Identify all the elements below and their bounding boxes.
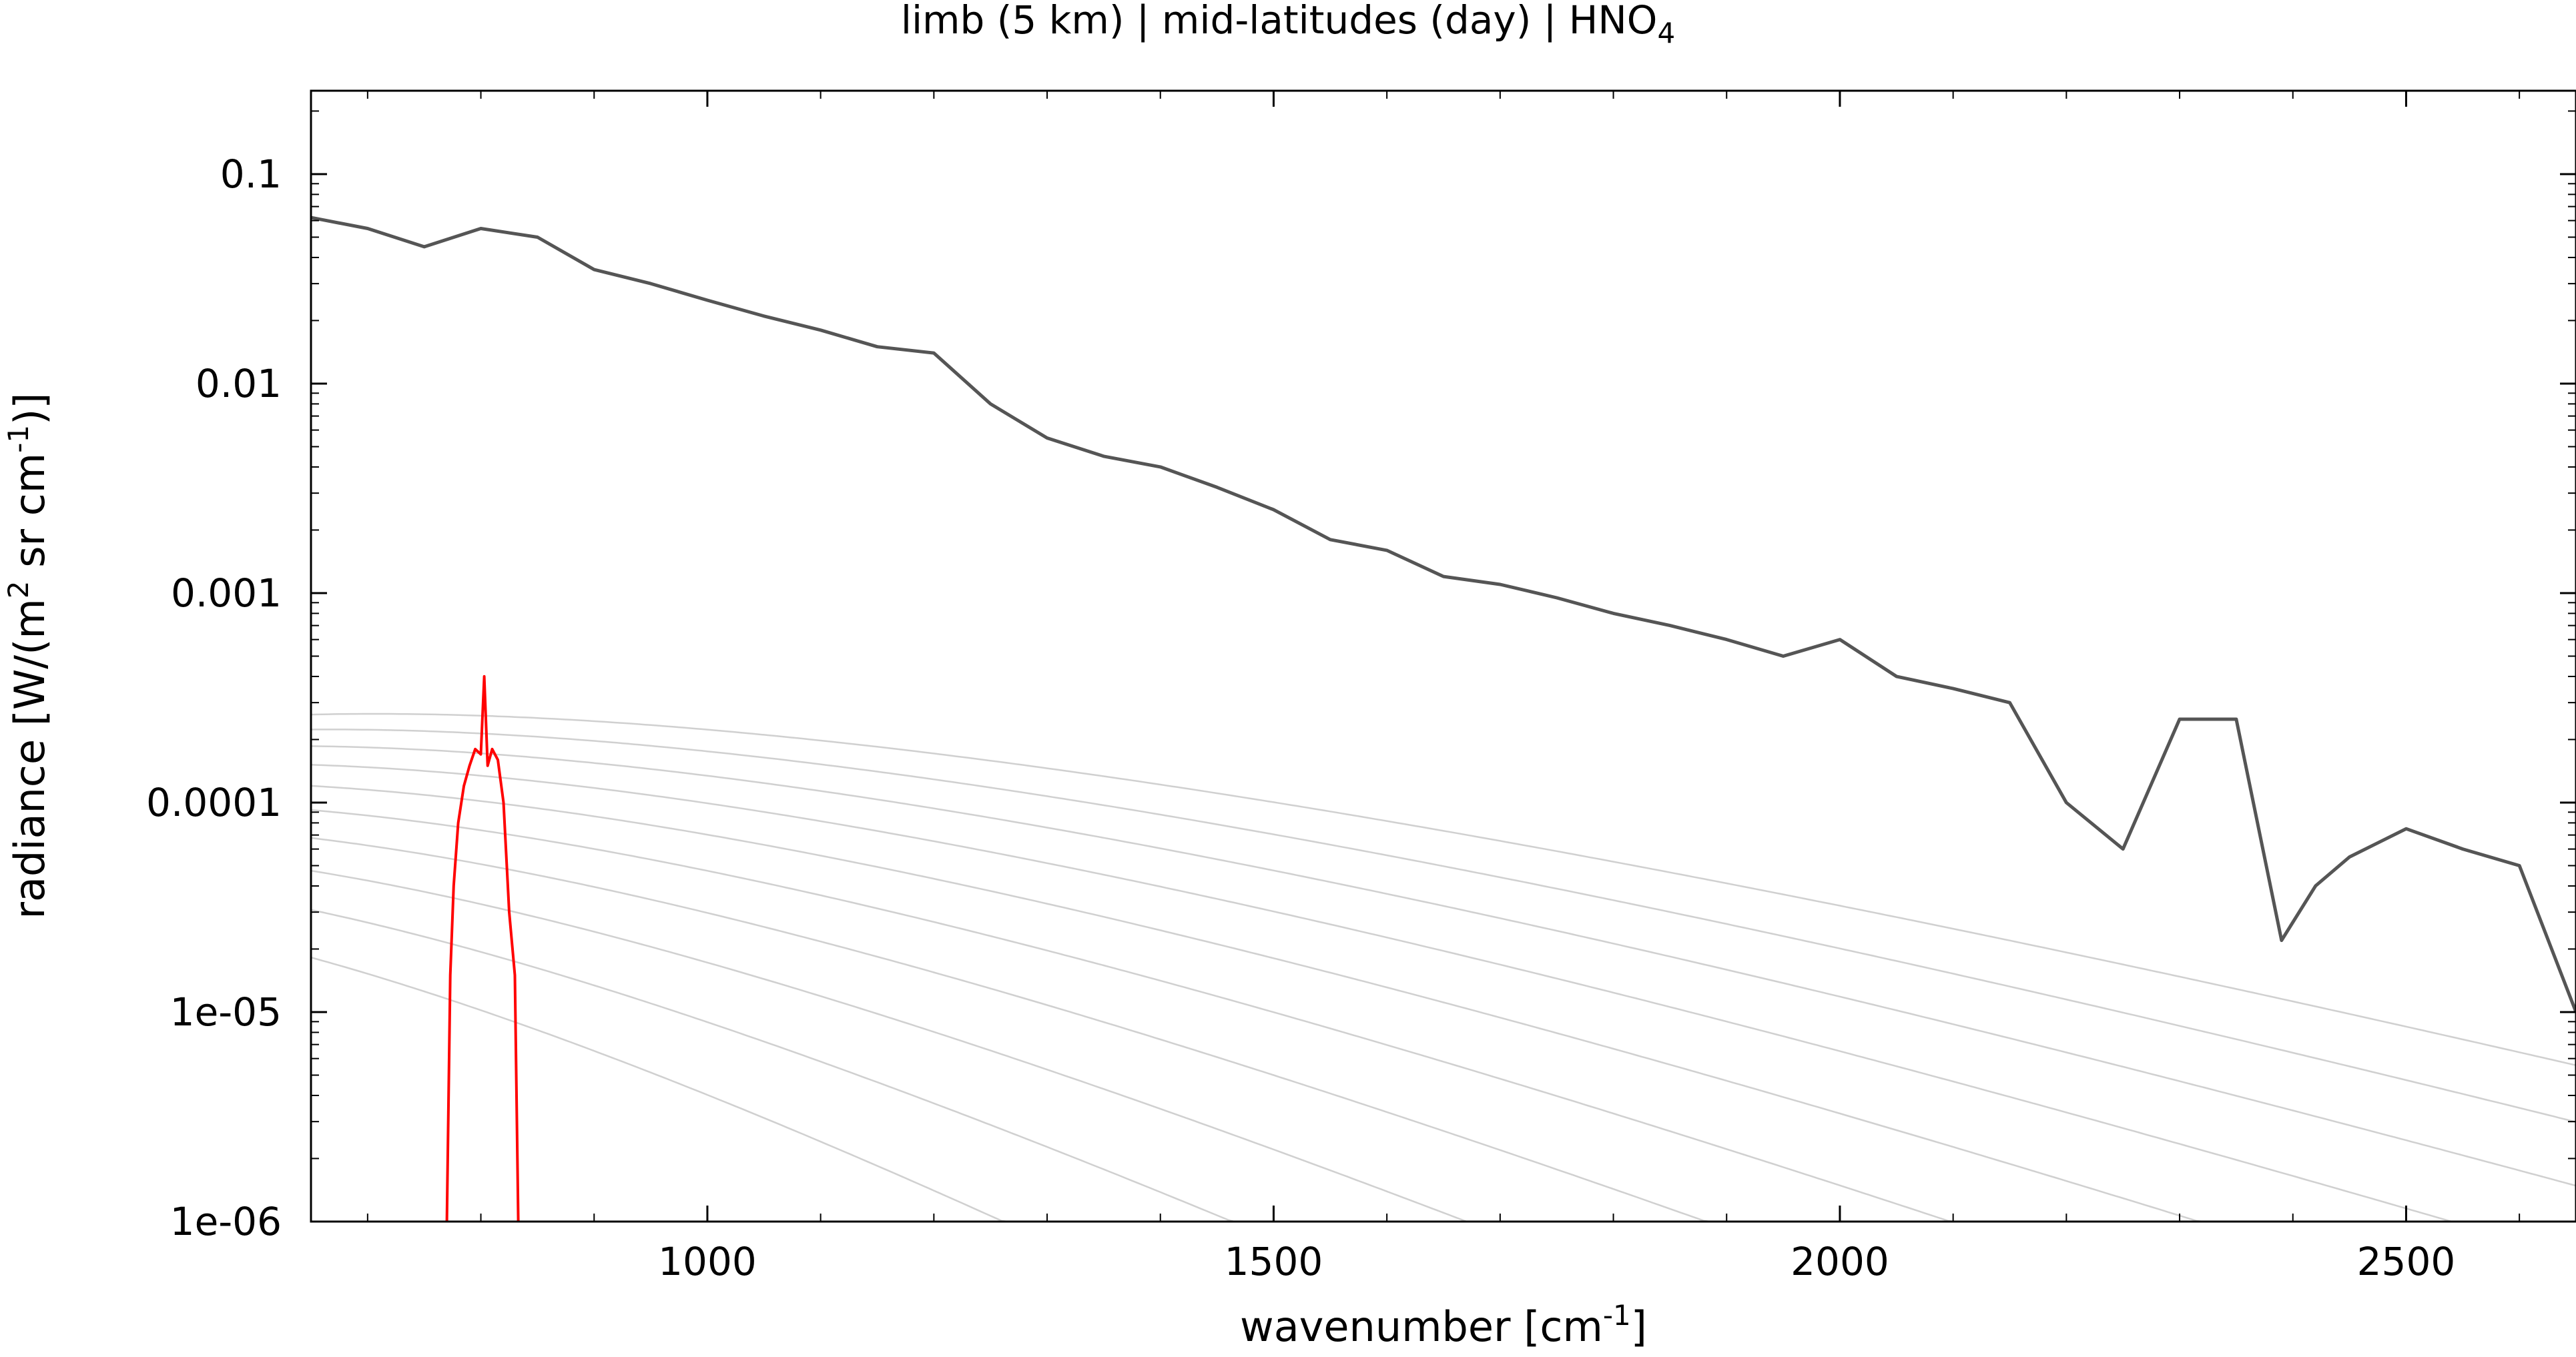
- x-axis-title: wavenumber [cm-1]: [1240, 1299, 1647, 1351]
- x-tick-label: 1000: [658, 1239, 757, 1284]
- y-axis-title: radiance [W/(m2 sr cm-1)]: [2, 393, 54, 919]
- x-tick-label: 2500: [2357, 1239, 2456, 1284]
- x-axis-ticks: 1000 1500 2000 2500: [366, 91, 2521, 1284]
- x-tick-label: 1500: [1225, 1239, 1323, 1284]
- x-tick-label: 2000: [1791, 1239, 1889, 1284]
- chart-title: limb (5 km) | mid-latitudes (day) | HNO4: [901, 0, 1675, 49]
- series-line-hno4_contribution: [445, 674, 520, 1222]
- series-line-total_radiance: [310, 215, 2576, 1013]
- y-tick-label: 0.01: [196, 361, 282, 406]
- reference-curve-320K: [310, 745, 2576, 1187]
- series-layer: [310, 215, 2576, 1222]
- reference-curve-300K: [310, 764, 2576, 1223]
- y-tick-label: 0.0001: [146, 780, 282, 825]
- y-tick-label: 1e-06: [170, 1199, 282, 1244]
- reference-curve-360K: [310, 713, 2576, 1066]
- y-tick-label: 0.001: [171, 570, 282, 616]
- reference-curves: [310, 713, 2576, 1223]
- y-tick-label: 1e-05: [170, 989, 282, 1035]
- reference-curve-340K: [310, 729, 2576, 1123]
- y-tick-label: 0.1: [220, 151, 282, 197]
- y-axis-ticks: 0.1 0.01 0.001 0.0001 1e-05 1e-06: [146, 110, 2576, 1244]
